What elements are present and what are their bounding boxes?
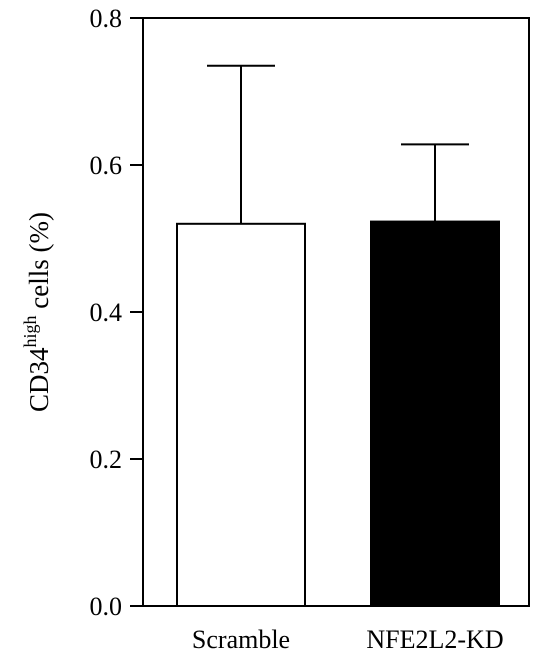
x-tick-label: Scramble [192,625,290,654]
bar-nfe2l2-kd [370,220,500,607]
y-axis-title-main: CD34 [24,347,54,412]
bar-scramble [176,222,306,608]
y-tick-label: 0.4 [90,298,123,327]
x-axis-labels: Scramble NFE2L2-KD [192,625,504,654]
y-axis-title: CD34high cells (%) [20,212,54,412]
y-tick-label: 0.0 [90,592,123,621]
x-tick-label: NFE2L2-KD [366,625,503,654]
y-tick-label: 0.2 [90,445,123,474]
y-tick-label: 0.8 [90,4,123,33]
y-axis-title-superscript: high [20,315,40,347]
y-tick-label: 0.6 [90,151,123,180]
y-axis: 0.0 0.2 0.4 0.6 0.8 [90,4,143,621]
bars [176,64,500,608]
y-axis-title-rest: cells (%) [24,212,54,315]
